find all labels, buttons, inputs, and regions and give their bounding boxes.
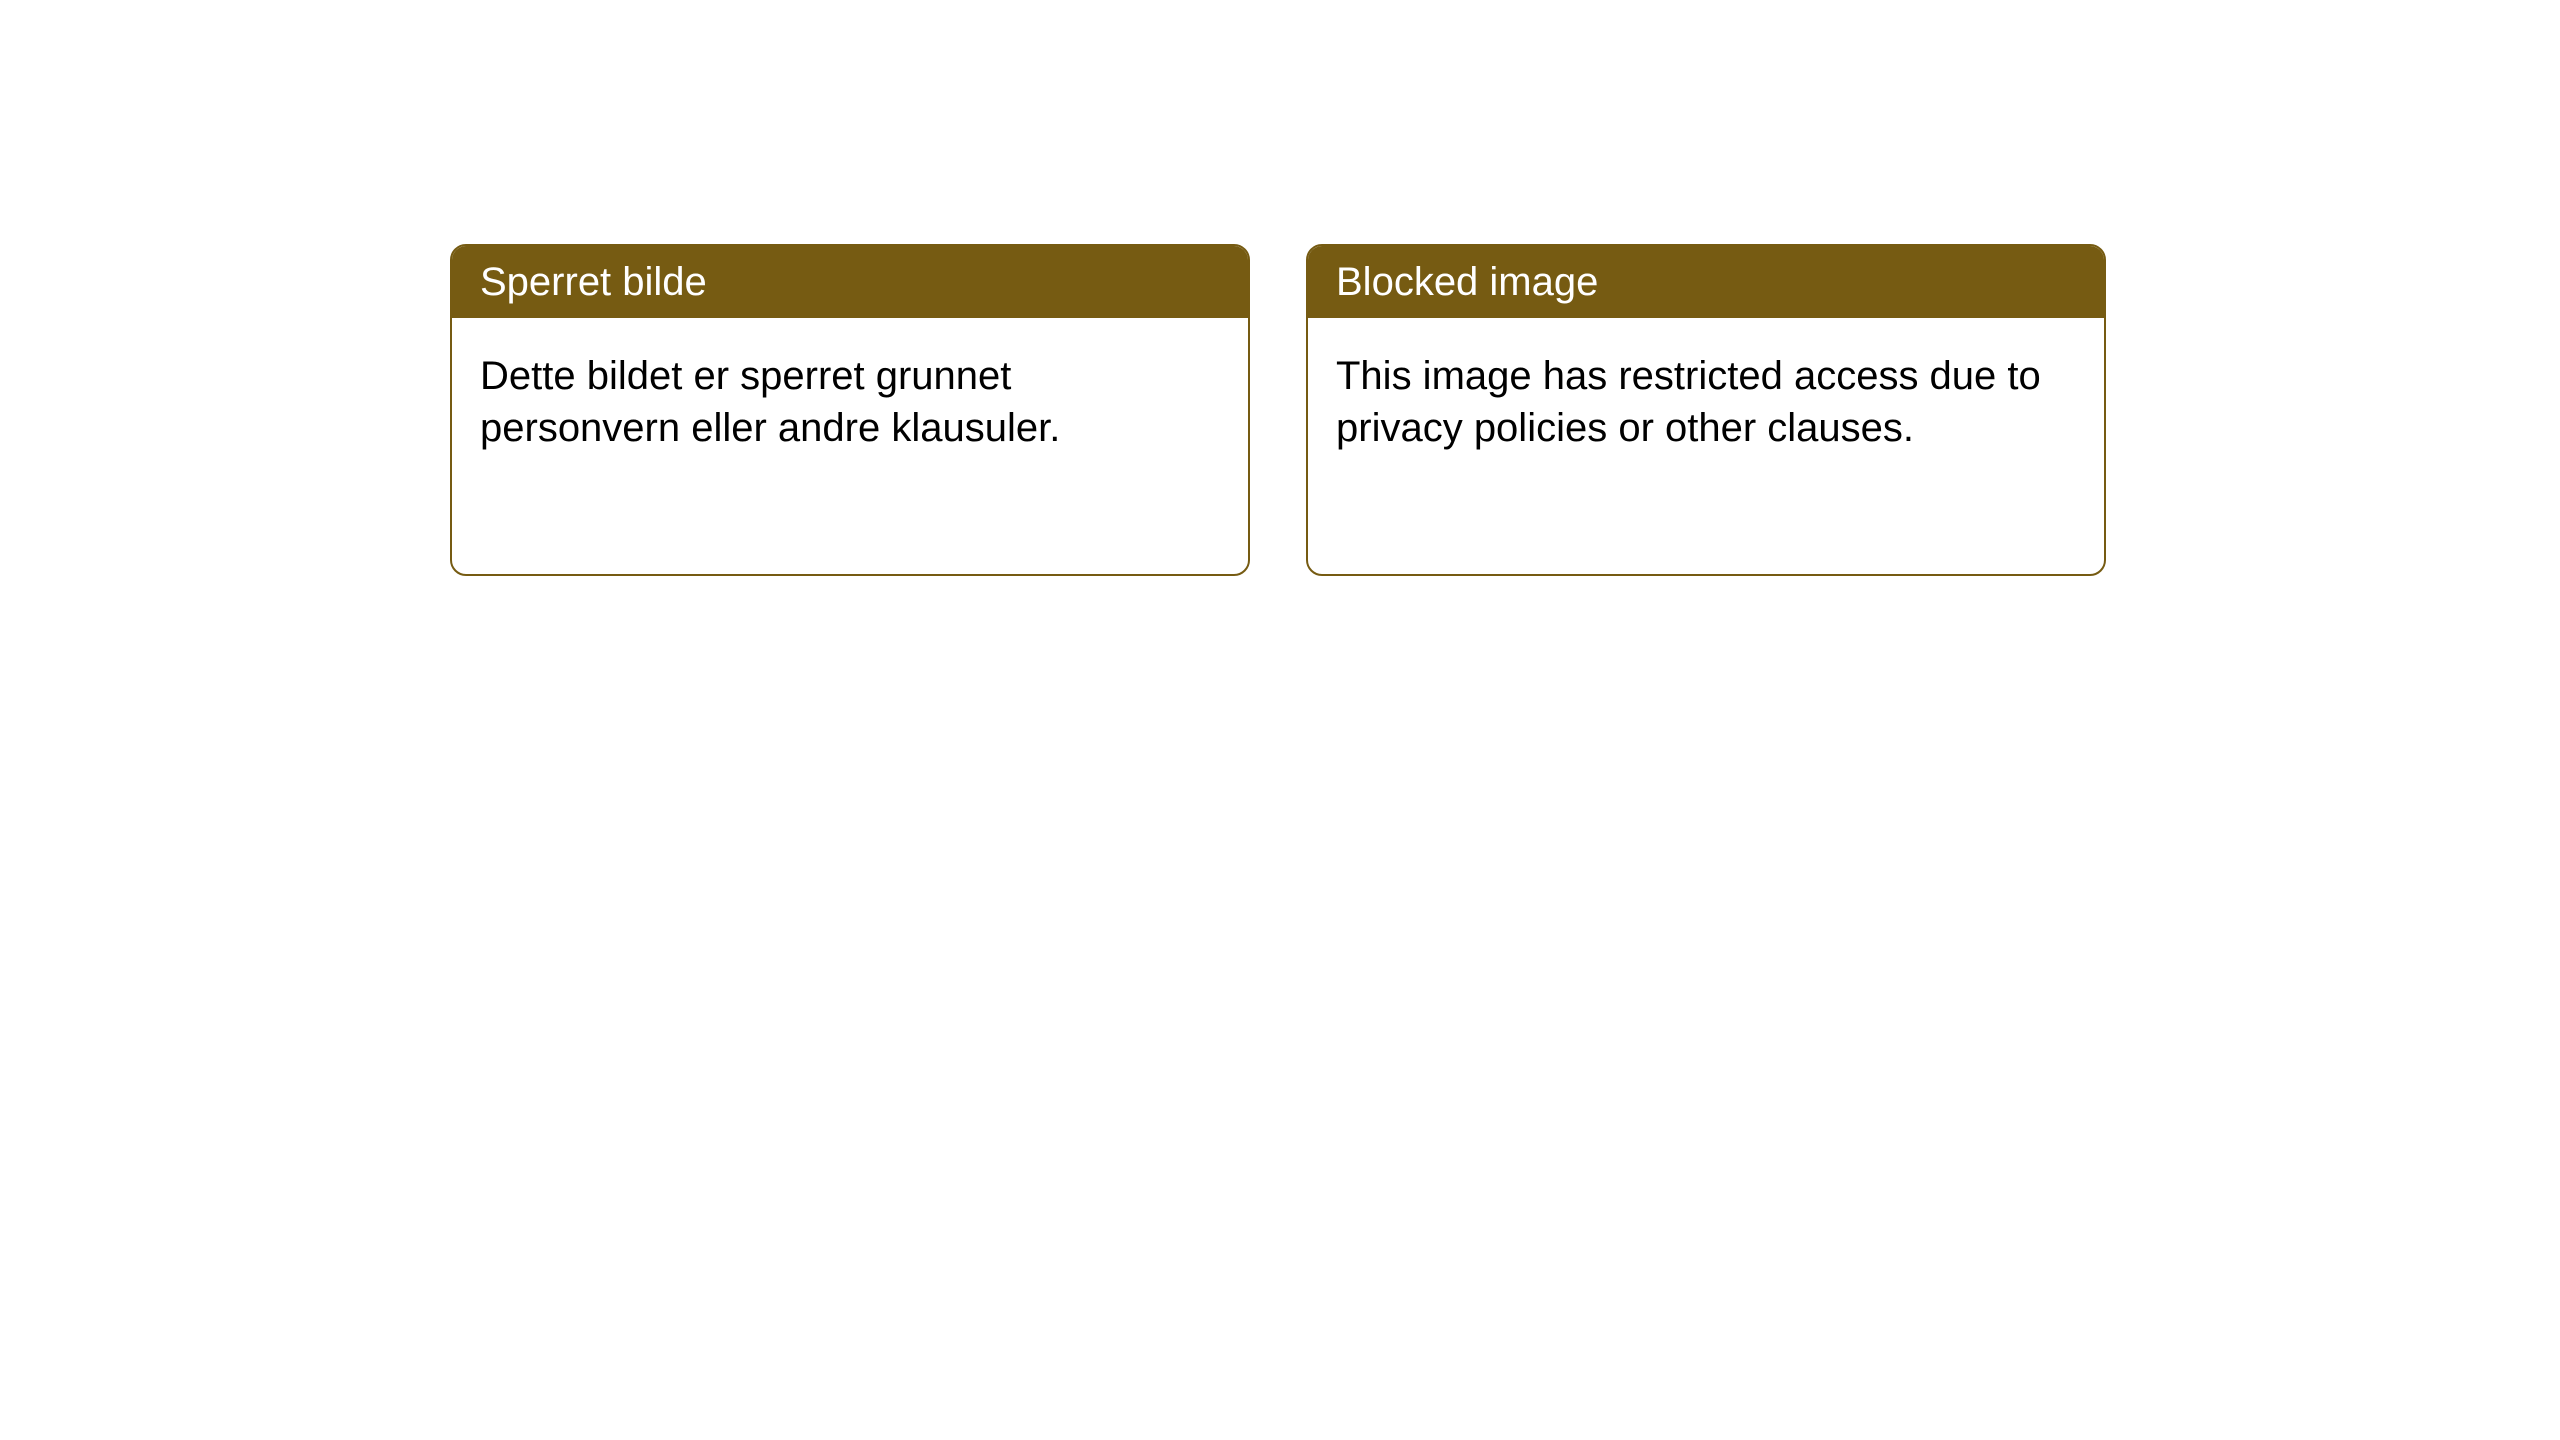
card-body-text: Dette bildet er sperret grunnet personve…: [480, 354, 1060, 450]
card-title: Blocked image: [1336, 260, 1598, 304]
card-header: Sperret bilde: [452, 246, 1248, 318]
blocked-image-notice-container: Sperret bilde Dette bildet er sperret gr…: [450, 244, 2106, 576]
card-body: Dette bildet er sperret grunnet personve…: [452, 318, 1248, 486]
card-body-text: This image has restricted access due to …: [1336, 354, 2041, 450]
card-body: This image has restricted access due to …: [1308, 318, 2104, 486]
blocked-image-card-en: Blocked image This image has restricted …: [1306, 244, 2106, 576]
card-title: Sperret bilde: [480, 260, 707, 304]
blocked-image-card-no: Sperret bilde Dette bildet er sperret gr…: [450, 244, 1250, 576]
card-header: Blocked image: [1308, 246, 2104, 318]
